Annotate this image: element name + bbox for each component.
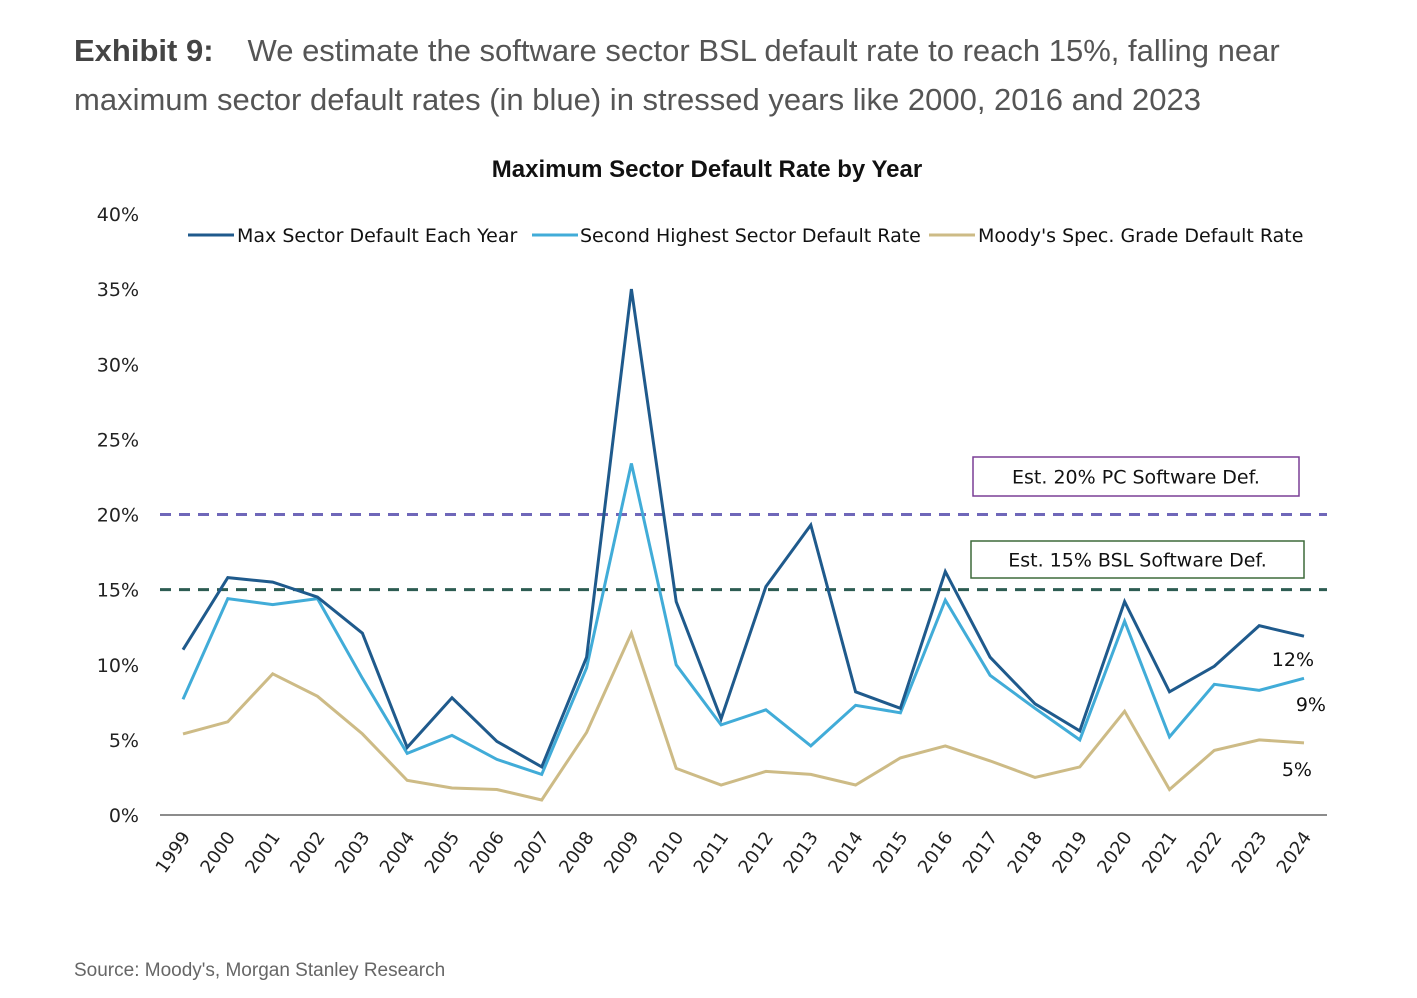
x-tick-label: 2016 — [914, 828, 957, 878]
x-tick-label: 2019 — [1048, 828, 1091, 878]
x-tick-label: 2013 — [779, 828, 822, 878]
y-tick-label: 15% — [97, 580, 139, 602]
series-lines — [181, 288, 1305, 802]
exhibit-text: We estimate the software sector BSL defa… — [74, 33, 1280, 117]
chart-title: Maximum Sector Default Rate by Year — [492, 156, 922, 183]
x-tick-label: 2004 — [376, 828, 419, 878]
y-tick-label: 25% — [97, 429, 139, 451]
end-labels: 12% 9% 5% — [1272, 649, 1326, 781]
series-line — [182, 629, 1305, 802]
y-tick-label: 40% — [97, 204, 139, 226]
x-tick-label: 2012 — [735, 828, 778, 878]
end-value-label: 12% — [1272, 649, 1314, 671]
source-note: Source: Moody's, Morgan Stanley Research — [74, 960, 446, 981]
legend-label: Max Sector Default Each Year — [237, 225, 517, 247]
x-tick-label: 2023 — [1228, 828, 1271, 878]
y-tick-label: 30% — [97, 354, 139, 376]
y-tick-label: 20% — [97, 505, 139, 527]
y-tick-label: 0% — [109, 805, 139, 827]
x-tick-label: 2005 — [421, 828, 464, 878]
x-tick-label: 2008 — [555, 828, 598, 878]
x-tick-label: 2001 — [241, 828, 284, 878]
x-tick-label: 2020 — [1093, 828, 1136, 878]
y-tick-label: 5% — [109, 730, 139, 752]
x-tick-label: 2003 — [331, 828, 374, 878]
x-tick-label: 2022 — [1183, 828, 1226, 878]
legend-label: Second Highest Sector Default Rate — [580, 225, 921, 247]
series-line — [181, 288, 1305, 770]
x-tick-label: 2017 — [959, 828, 1002, 878]
x-tick-label: 2024 — [1273, 828, 1316, 878]
end-value-label: 5% — [1282, 759, 1312, 781]
x-tick-label: 2010 — [645, 828, 688, 878]
y-tick-label: 10% — [97, 655, 139, 677]
x-tick-label: 2009 — [600, 828, 643, 878]
annotation-label: Est. 15% BSL Software Def. — [1008, 550, 1267, 572]
x-tick-label: 2006 — [465, 828, 508, 878]
x-tick-label: 2021 — [1138, 828, 1181, 878]
x-tick-label: 2000 — [196, 828, 239, 878]
x-axis: 1999 2000 2001 2002 2003 2004 2005 2006 2007 2008… — [152, 814, 1327, 878]
annotation-box — [970, 540, 1305, 579]
legend: Max Sector Default Each Year Second Highe… — [188, 225, 1303, 247]
x-tick-label: 2015 — [869, 828, 912, 878]
exhibit-caption: Exhibit 9: We estimate the software secto… — [74, 26, 1374, 124]
x-tick-label: 2002 — [286, 828, 329, 878]
x-tick-label: 2014 — [824, 828, 867, 878]
x-tick-label: 2018 — [1004, 828, 1047, 878]
y-axis: 0% 5% 10% 15% 20% 25% 30% 35% 40% — [97, 204, 139, 827]
end-value-label: 9% — [1296, 694, 1326, 716]
exhibit-label: Exhibit 9: — [74, 33, 214, 68]
annotation-label: Est. 20% PC Software Def. — [1012, 467, 1260, 489]
x-tick-label: 2011 — [690, 828, 733, 878]
x-tick-label: 1999 — [152, 828, 195, 878]
x-tick-label: 2007 — [510, 828, 553, 878]
legend-label: Moody's Spec. Grade Default Rate — [978, 225, 1303, 247]
reference-lines: Est. 20% PC Software Def. Est. 15% BSL So… — [160, 456, 1327, 592]
series-line — [181, 463, 1305, 777]
annotation-box — [972, 456, 1300, 497]
y-tick-label: 35% — [97, 279, 139, 301]
